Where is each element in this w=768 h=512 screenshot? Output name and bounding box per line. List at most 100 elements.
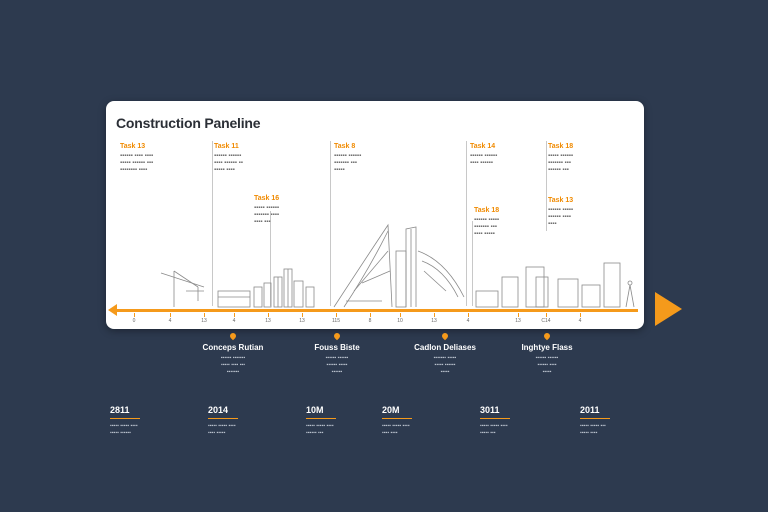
task-callout-title: Task 18 xyxy=(548,143,574,150)
timeline-axis xyxy=(114,309,638,312)
timeline-tick xyxy=(580,313,581,317)
task-callout-text: ▪▪▪▪▪▪ ▪▪▪▪▪▪ ▪▪▪▪ ▪▪▪▪▪▪ ▪▪ ▪▪▪▪▪ ▪▪▪▪ xyxy=(214,153,243,173)
timeline-tick xyxy=(400,313,401,317)
connector-line xyxy=(546,141,547,231)
timeline-tick xyxy=(370,313,371,317)
task-callout-text: ▪▪▪▪▪▪ ▪▪▪▪▪▪ ▪▪▪▪ ▪▪▪▪▪▪ xyxy=(470,153,498,166)
timeline-tick xyxy=(546,313,547,317)
task-callout-title: Task 13 xyxy=(120,143,146,150)
year-label: 10M xyxy=(306,405,324,415)
timeline-tick xyxy=(336,313,337,317)
year-item: 10M ▪▪▪▪▪ ▪▪▪▪▪ ▪▪▪▪ ▪▪▪▪▪▪ ▪▪▪ xyxy=(306,405,386,437)
panel-title: Construction Paneline xyxy=(116,115,261,131)
task-callout-text: ▪▪▪▪▪▪ ▪▪▪▪▪ ▪▪▪▪▪▪ ▪▪▪▪ ▪▪▪▪ xyxy=(548,207,574,227)
year-text: ▪▪▪▪▪ ▪▪▪▪▪ ▪▪▪▪ ▪▪▪▪▪ ▪▪▪ xyxy=(480,423,508,436)
year-text: ▪▪▪▪▪ ▪▪▪▪▪ ▪▪▪▪ ▪▪▪▪▪ ▪▪▪▪▪▪ xyxy=(110,423,138,436)
map-pin-icon xyxy=(440,331,450,341)
year-underline xyxy=(480,418,510,419)
timeline-tick xyxy=(434,313,435,317)
milestone-text: ▪▪▪▪▪▪▪ ▪▪▪▪▪ ▪▪▪▪▪ ▪▪▪▪▪▪ ▪▪▪▪▪ xyxy=(433,355,457,375)
next-arrow-icon[interactable] xyxy=(655,292,682,326)
connector-line xyxy=(212,141,213,306)
timeline-tick xyxy=(302,313,303,317)
city-skyline-illustration xyxy=(160,223,635,308)
milestone-item: Fouss Biste ▪▪▪▪▪▪ ▪▪▪▪▪▪ ▪▪▪▪▪▪ ▪▪▪▪▪ ▪▪▪… xyxy=(292,331,382,376)
year-text: ▪▪▪▪▪ ▪▪▪▪▪ ▪▪▪▪▪▪▪▪ ▪▪▪▪ xyxy=(382,423,410,436)
milestone-title: Cadlon Deliases xyxy=(414,343,476,352)
timeline-tick xyxy=(170,313,171,317)
connector-line xyxy=(270,211,271,306)
task-callout-title: Task 11 xyxy=(214,143,239,150)
timeline-tick xyxy=(204,313,205,317)
milestone-item: Cadlon Deliases ▪▪▪▪▪▪▪ ▪▪▪▪▪ ▪▪▪▪▪ ▪▪▪▪▪… xyxy=(400,331,490,376)
task-callout: Task 18 ▪▪▪▪▪ ▪▪▪▪▪▪ ▪▪▪▪▪▪▪ ▪▪▪ ▪▪▪▪▪▪ ▪▪… xyxy=(548,143,618,174)
timeline-tick-label: 13 xyxy=(201,318,207,324)
task-callout-text: ▪▪▪▪▪▪ ▪▪▪▪ ▪▪▪▪ ▪▪▪▪▪ ▪▪▪▪▪▪ ▪▪▪ ▪▪▪▪▪▪▪▪… xyxy=(120,153,154,173)
task-callout-title: Task 8 xyxy=(334,143,356,150)
task-callout: Task 11 ▪▪▪▪▪▪ ▪▪▪▪▪▪ ▪▪▪▪ ▪▪▪▪▪▪ ▪▪ ▪▪▪▪▪… xyxy=(214,143,284,174)
year-item: 2811 ▪▪▪▪▪ ▪▪▪▪▪ ▪▪▪▪ ▪▪▪▪▪ ▪▪▪▪▪▪ xyxy=(110,405,190,437)
year-text: ▪▪▪▪▪ ▪▪▪▪▪ ▪▪▪▪▪▪▪▪ ▪▪▪▪ xyxy=(580,423,606,436)
milestone-title: Inghtye Flass xyxy=(521,343,573,352)
year-text: ▪▪▪▪▪ ▪▪▪▪▪ ▪▪▪▪ ▪▪▪▪▪▪ ▪▪▪ xyxy=(306,423,334,436)
task-callout-text: ▪▪▪▪▪▪ ▪▪▪▪▪▪ ▪▪▪▪▪▪▪ ▪▪▪ ▪▪▪▪▪ xyxy=(334,153,362,173)
task-callout-title: Task 14 xyxy=(470,143,496,150)
timeline-tick xyxy=(134,313,135,317)
task-callout: Task 16 ▪▪▪▪▪ ▪▪▪▪▪▪ ▪▪▪▪▪▪▪ ▪▪▪▪ ▪▪▪▪ ▪▪▪ xyxy=(254,195,324,226)
task-callout-text: ▪▪▪▪▪ ▪▪▪▪▪▪ ▪▪▪▪▪▪▪ ▪▪▪ ▪▪▪▪▪▪ ▪▪▪ xyxy=(548,153,574,173)
year-underline xyxy=(110,418,140,419)
timeline-tick-label: 4 xyxy=(466,318,470,324)
timeline-tick xyxy=(268,313,269,317)
timeline-tick xyxy=(518,313,519,317)
map-pin-icon xyxy=(542,331,552,341)
year-text: ▪▪▪▪▪ ▪▪▪▪▪ ▪▪▪▪ ▪▪▪▪ ▪▪▪▪▪ xyxy=(208,423,236,436)
milestone-title: Conceps Rutian xyxy=(202,343,264,352)
milestone-text: ▪▪▪▪▪▪ ▪▪▪▪▪▪ ▪▪▪▪▪▪ ▪▪▪▪ ▪▪▪▪▪ xyxy=(535,355,559,375)
milestone-item: Conceps Rutian ▪▪▪▪▪▪ ▪▪▪▪▪▪▪ ▪▪▪▪▪ ▪▪▪▪ … xyxy=(188,331,278,376)
timeline-tick-label: 0 xyxy=(132,318,136,324)
timeline-tick-label: 4 xyxy=(578,318,582,324)
timeline-tick-label: 13 xyxy=(515,318,521,324)
task-callout: Task 18 ▪▪▪▪▪▪ ▪▪▪▪▪ ▪▪▪▪▪▪▪ ▪▪▪ ▪▪▪▪ ▪▪▪▪… xyxy=(474,207,544,238)
timeline-tick-label: 8 xyxy=(368,318,372,324)
year-underline xyxy=(382,418,412,419)
year-item: 3011 ▪▪▪▪▪ ▪▪▪▪▪ ▪▪▪▪ ▪▪▪▪▪ ▪▪▪ xyxy=(480,405,560,437)
year-underline xyxy=(306,418,336,419)
year-label: 3011 xyxy=(480,405,500,415)
connector-line xyxy=(466,141,467,306)
year-label: 2811 xyxy=(110,405,130,415)
milestone-title: Fouss Biste xyxy=(314,343,360,352)
task-callout-title: Task 13 xyxy=(548,197,574,204)
milestone-item: Inghtye Flass ▪▪▪▪▪▪ ▪▪▪▪▪▪ ▪▪▪▪▪▪ ▪▪▪▪ ▪▪… xyxy=(502,331,592,376)
timeline-tick xyxy=(234,313,235,317)
task-callout-text: ▪▪▪▪▪ ▪▪▪▪▪▪ ▪▪▪▪▪▪▪ ▪▪▪▪ ▪▪▪▪ ▪▪▪ xyxy=(254,205,280,225)
year-label: 2014 xyxy=(208,405,229,415)
milestone-text: ▪▪▪▪▪▪ ▪▪▪▪▪▪ ▪▪▪▪▪▪ ▪▪▪▪▪ ▪▪▪▪▪▪ xyxy=(325,355,349,375)
timeline-tick-label: 13 xyxy=(299,318,305,324)
year-item: 2011 ▪▪▪▪▪ ▪▪▪▪▪ ▪▪▪ ▪▪▪▪▪ ▪▪▪▪ xyxy=(580,405,660,437)
task-callout: Task 13 ▪▪▪▪▪▪ ▪▪▪▪ ▪▪▪▪ ▪▪▪▪▪ ▪▪▪▪▪▪ ▪▪▪… xyxy=(120,143,190,174)
task-callout: Task 14 ▪▪▪▪▪▪ ▪▪▪▪▪▪ ▪▪▪▪ ▪▪▪▪▪▪ xyxy=(470,143,540,167)
task-callout: Task 8 ▪▪▪▪▪▪ ▪▪▪▪▪▪ ▪▪▪▪▪▪▪ ▪▪▪ ▪▪▪▪▪ xyxy=(334,143,404,174)
connector-line xyxy=(330,141,331,306)
timeline-tick-label: C14 xyxy=(541,318,551,324)
timeline-tick-label: 13 xyxy=(431,318,437,324)
timeline-panel: Construction Paneline Task 13 ▪▪▪▪▪▪ ▪▪▪… xyxy=(106,101,644,329)
year-underline xyxy=(580,418,610,419)
timeline-tick xyxy=(468,313,469,317)
year-item: 2014 ▪▪▪▪▪ ▪▪▪▪▪ ▪▪▪▪ ▪▪▪▪ ▪▪▪▪▪ xyxy=(208,405,288,437)
timeline-left-arrow xyxy=(108,304,117,316)
milestone-text: ▪▪▪▪▪▪ ▪▪▪▪▪▪▪ ▪▪▪▪▪ ▪▪▪▪ ▪▪▪ ▪▪▪▪▪▪▪ xyxy=(220,355,246,375)
task-callout-title: Task 16 xyxy=(254,195,280,202)
map-pin-icon xyxy=(332,331,342,341)
year-underline xyxy=(208,418,238,419)
task-callout-title: Task 18 xyxy=(474,207,500,214)
timeline-tick-label: 10 xyxy=(397,318,403,324)
timeline-tick-label: 4 xyxy=(168,318,172,324)
task-callout-text: ▪▪▪▪▪▪ ▪▪▪▪▪ ▪▪▪▪▪▪▪ ▪▪▪ ▪▪▪▪ ▪▪▪▪▪ xyxy=(474,217,500,237)
year-item: 20M ▪▪▪▪▪ ▪▪▪▪▪ ▪▪▪▪ ▪▪▪▪ ▪▪▪▪ xyxy=(382,405,462,437)
timeline-tick-label: 4 xyxy=(232,318,236,324)
map-pin-icon xyxy=(228,331,238,341)
year-label: 2011 xyxy=(580,405,600,415)
year-label: 20M xyxy=(382,405,400,415)
